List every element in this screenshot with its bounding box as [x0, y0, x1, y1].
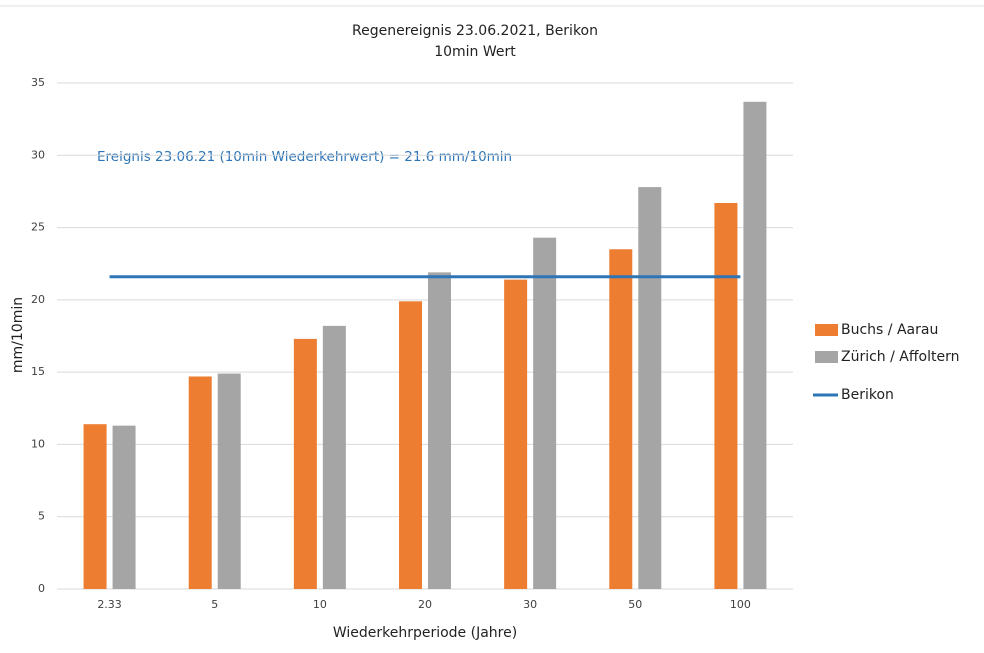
y-tick-label: 35 — [31, 76, 45, 89]
bar — [188, 376, 212, 589]
legend-label: Zürich / Affoltern — [841, 349, 959, 365]
annotation: Ereignis 23.06.21 (10min Wiederkehrwert)… — [97, 149, 512, 165]
bar — [112, 425, 136, 589]
legend-swatch — [815, 324, 838, 336]
y-axis-label: mm/10min — [10, 297, 26, 373]
legend-swatch — [815, 351, 838, 363]
chart-title: Regenereignis 23.06.2021, Berikon — [352, 23, 598, 39]
x-tick-label: 50 — [628, 598, 642, 611]
bar — [638, 187, 662, 589]
y-tick-label: 15 — [31, 365, 45, 378]
legend-label: Berikon — [841, 387, 894, 403]
x-tick-label: 2.33 — [97, 598, 122, 611]
bar — [217, 373, 241, 589]
bar — [533, 237, 557, 590]
bar — [322, 325, 346, 589]
y-tick-label: 0 — [38, 582, 45, 595]
bar — [504, 279, 528, 589]
x-tick-label: 10 — [313, 598, 327, 611]
y-tick-label: 30 — [31, 148, 45, 161]
bar — [428, 272, 451, 589]
chart-subtitle: 10min Wert — [434, 44, 516, 60]
bar — [743, 101, 767, 590]
y-tick-label: 10 — [31, 437, 45, 450]
x-tick-label: 30 — [523, 598, 537, 611]
y-tick-label: 20 — [31, 293, 45, 306]
y-tick-label: 25 — [31, 221, 45, 234]
x-tick-label: 100 — [730, 598, 751, 611]
bar — [609, 249, 633, 589]
x-tick-label: 20 — [418, 598, 432, 611]
x-tick-label: 5 — [211, 598, 218, 611]
bar — [293, 338, 317, 589]
bar — [714, 202, 738, 589]
legend-label: Buchs / Aarau — [841, 322, 938, 338]
y-tick-label: 5 — [38, 510, 45, 523]
x-axis-label: Wiederkehrperiode (Jahre) — [333, 625, 517, 641]
bar — [399, 301, 422, 589]
bar — [83, 424, 107, 589]
